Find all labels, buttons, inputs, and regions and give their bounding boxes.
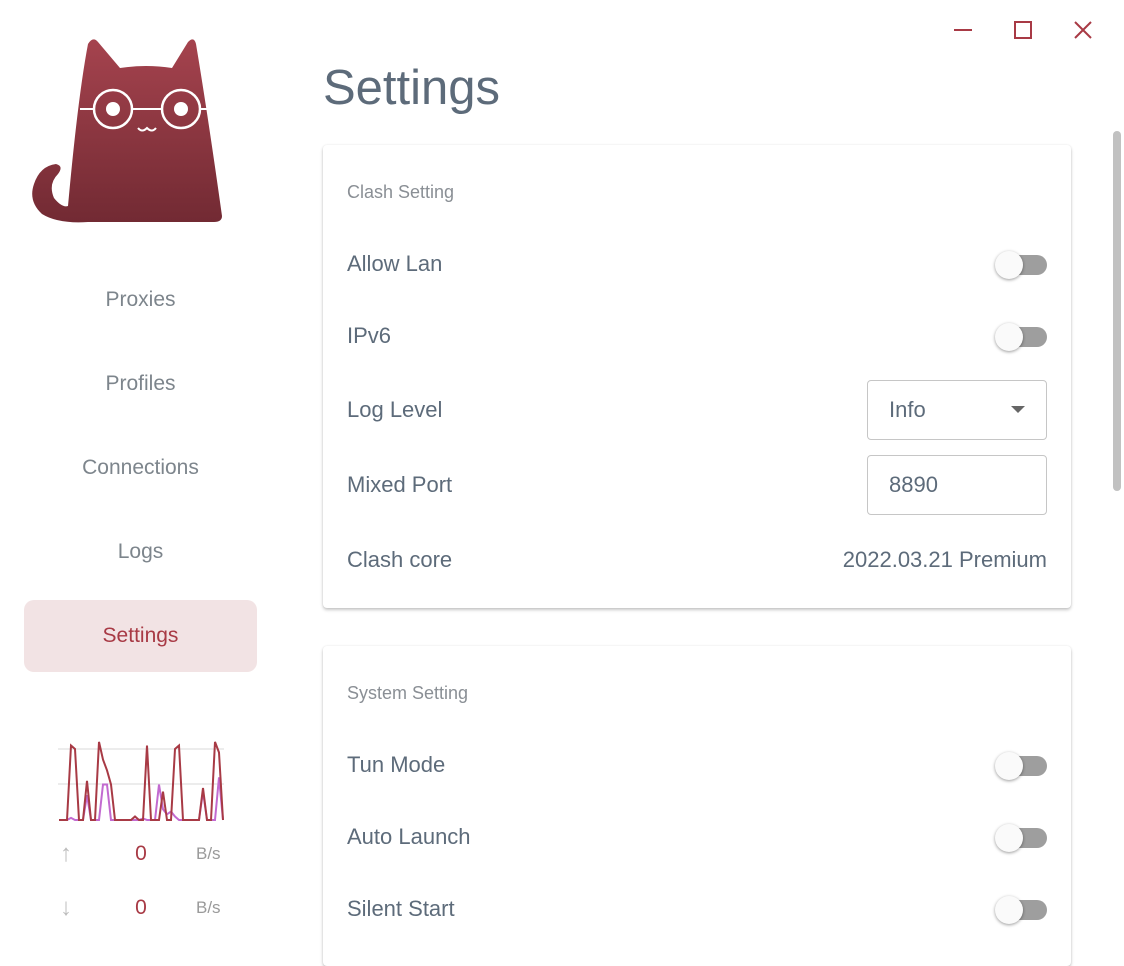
upload-series-line xyxy=(59,741,224,821)
ipv6-row: IPv6 xyxy=(347,306,1047,366)
upload-value: 0 xyxy=(135,842,147,865)
row-label: IPv6 xyxy=(347,323,392,348)
row-label: Mixed Port xyxy=(347,472,453,497)
auto-launch-row: Auto Launch xyxy=(347,807,1047,867)
row-label: Silent Start xyxy=(347,896,455,921)
close-button[interactable] xyxy=(1067,14,1099,46)
nav-connections[interactable]: Connections xyxy=(82,456,199,479)
auto-launch-toggle[interactable] xyxy=(993,822,1049,852)
clash-core-version: 2022.03.21 Premium xyxy=(842,547,1047,572)
cat-logo-icon xyxy=(32,39,223,223)
maximize-button[interactable] xyxy=(1007,14,1039,46)
page-title: Settings xyxy=(323,61,501,115)
mixed-port-row: Mixed Port 8890 xyxy=(347,455,1047,515)
row-label: Log Level xyxy=(347,397,443,422)
selected-value: Info xyxy=(889,397,926,422)
caret-down-icon xyxy=(1011,406,1025,413)
nav-settings[interactable]: Settings xyxy=(24,600,257,672)
silent-start-toggle[interactable] xyxy=(993,894,1049,924)
traffic-graph xyxy=(58,741,224,821)
row-label: Auto Launch xyxy=(347,824,471,849)
card-title: System Setting xyxy=(347,683,469,703)
system-setting-card: System Setting Tun Mode Auto Launch Sile… xyxy=(323,646,1071,966)
log-level-select[interactable]: Info xyxy=(867,380,1047,440)
minimize-icon xyxy=(954,29,972,31)
nav-logs[interactable]: Logs xyxy=(117,540,164,563)
maximize-icon xyxy=(1014,21,1032,39)
upload-unit: B/s xyxy=(196,844,221,863)
card-title: Clash Setting xyxy=(347,182,455,202)
tun-mode-row: Tun Mode xyxy=(347,735,1047,795)
download-speed: ↓ 0 B/s xyxy=(60,893,230,923)
download-unit: B/s xyxy=(196,898,221,917)
clash-setting-card: Clash Setting Allow Lan IPv6 Log Level I… xyxy=(323,145,1071,608)
clash-core-row: Clash core 2022.03.21 Premium xyxy=(347,530,1047,590)
row-label: Tun Mode xyxy=(347,752,446,777)
tun-mode-toggle[interactable] xyxy=(993,750,1049,780)
download-value: 0 xyxy=(135,896,147,919)
allow-lan-toggle[interactable] xyxy=(993,249,1049,279)
silent-start-row: Silent Start xyxy=(347,879,1047,939)
ipv6-toggle[interactable] xyxy=(993,321,1049,351)
row-label: Allow Lan xyxy=(347,251,443,276)
minimize-button[interactable] xyxy=(947,14,979,46)
allow-lan-row: Allow Lan xyxy=(347,234,1047,294)
close-icon xyxy=(1074,21,1092,39)
scrollbar-thumb[interactable] xyxy=(1113,131,1121,491)
nav-proxies[interactable]: Proxies xyxy=(105,288,176,311)
log-level-row: Log Level Info xyxy=(347,380,1047,440)
row-label: Clash core xyxy=(347,547,453,572)
sidebar: Proxies Profiles Connections Logs Settin… xyxy=(0,0,280,937)
arrow-up-icon: ↑ xyxy=(60,840,72,867)
mixed-port-input[interactable]: 8890 xyxy=(867,455,1047,515)
input-value: 8890 xyxy=(889,472,938,497)
arrow-down-icon: ↓ xyxy=(60,894,72,921)
upload-speed: ↑ 0 B/s xyxy=(60,839,230,869)
nav-profiles[interactable]: Profiles xyxy=(105,372,176,395)
